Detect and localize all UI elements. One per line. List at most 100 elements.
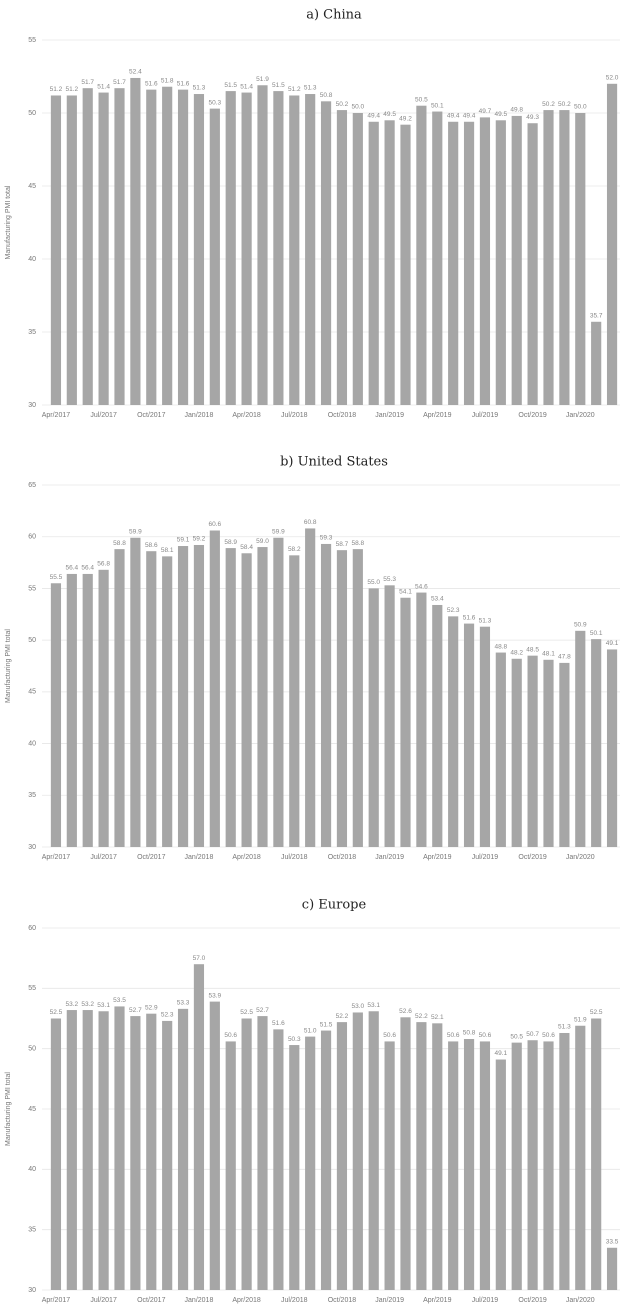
value-label: 52.5 xyxy=(50,1009,63,1016)
bar xyxy=(273,537,284,847)
x-tick-label: Oct/2017 xyxy=(137,1297,166,1304)
y-tick-label: 45 xyxy=(28,183,36,190)
value-label: 51.6 xyxy=(177,80,190,87)
value-label: 52.2 xyxy=(336,1013,349,1020)
chart-title: b) United States xyxy=(280,455,388,470)
bar xyxy=(146,89,157,405)
value-label: 50.1 xyxy=(590,630,603,637)
value-label: 53.2 xyxy=(66,1001,79,1008)
bar xyxy=(448,1041,459,1290)
value-label: 51.4 xyxy=(240,83,253,90)
bar xyxy=(225,1041,236,1290)
value-label: 51.8 xyxy=(161,77,174,84)
value-label: 48.2 xyxy=(510,649,523,656)
bar xyxy=(241,553,252,847)
bar xyxy=(352,113,363,405)
bar xyxy=(575,630,586,847)
y-tick-label: 40 xyxy=(28,256,36,263)
value-label: 51.5 xyxy=(320,1021,333,1028)
value-label: 55.0 xyxy=(367,579,380,586)
value-label: 59.2 xyxy=(193,536,206,543)
x-tick-label: Apr/2017 xyxy=(42,412,71,419)
bar xyxy=(511,658,522,847)
value-label: 48.5 xyxy=(526,646,539,653)
value-label: 52.2 xyxy=(415,1013,428,1020)
x-tick-label: Jan/2020 xyxy=(566,412,595,419)
bar xyxy=(352,549,363,847)
bar xyxy=(527,1040,538,1290)
value-label: 51.3 xyxy=(193,85,206,92)
x-tick-label: Apr/2018 xyxy=(232,854,261,861)
value-label: 60.8 xyxy=(304,519,317,526)
value-label: 53.1 xyxy=(367,1002,380,1009)
bar xyxy=(193,544,205,847)
chart-title: c) Europe xyxy=(302,898,367,913)
bar xyxy=(320,101,332,405)
x-tick-label: Jul/2017 xyxy=(90,854,117,861)
value-label: 58.4 xyxy=(240,544,253,551)
value-label: 53.9 xyxy=(209,992,222,999)
value-label: 52.7 xyxy=(256,1007,269,1014)
bar xyxy=(289,1045,300,1290)
bar xyxy=(575,113,586,405)
value-label: 59.9 xyxy=(129,528,142,535)
value-label: 51.6 xyxy=(272,1020,285,1027)
bar xyxy=(289,555,300,847)
value-label: 51.5 xyxy=(272,82,285,89)
x-tick-label: Apr/2019 xyxy=(423,854,452,861)
x-tick-label: Jul/2019 xyxy=(472,1297,499,1304)
bar xyxy=(209,108,220,406)
x-tick-label: Jan/2020 xyxy=(566,854,595,861)
value-label: 50.2 xyxy=(558,101,571,108)
value-label: 56.4 xyxy=(66,565,79,572)
value-label: 49.3 xyxy=(526,114,539,121)
bar xyxy=(225,91,236,405)
bar xyxy=(305,528,316,847)
bar xyxy=(193,964,205,1290)
value-label: 50.7 xyxy=(526,1031,539,1038)
x-tick-label: Apr/2017 xyxy=(42,854,71,861)
bar xyxy=(320,543,332,847)
value-label: 51.7 xyxy=(113,79,126,86)
value-label: 50.8 xyxy=(320,92,333,99)
bar xyxy=(66,1010,77,1290)
bar xyxy=(463,1039,475,1290)
value-label: 56.4 xyxy=(81,565,94,572)
bar xyxy=(432,604,443,847)
bar xyxy=(50,95,62,405)
bar xyxy=(241,92,252,405)
value-label: 50.6 xyxy=(224,1032,237,1039)
value-label: 51.9 xyxy=(574,1016,587,1023)
y-axis-label: Manufacturing PMI total xyxy=(5,185,12,259)
value-label: 58.2 xyxy=(288,546,301,553)
y-tick-label: 50 xyxy=(28,637,36,644)
bar xyxy=(130,537,141,847)
bar xyxy=(606,83,618,406)
value-label: 51.4 xyxy=(97,83,110,90)
bar xyxy=(146,551,157,847)
bar xyxy=(400,597,411,847)
bar xyxy=(384,585,395,847)
bar xyxy=(257,85,268,405)
bar xyxy=(130,1016,141,1290)
bar xyxy=(495,1059,506,1290)
value-label: 60.6 xyxy=(209,521,222,528)
y-tick-label: 35 xyxy=(28,329,36,336)
x-tick-label: Jul/2019 xyxy=(472,412,499,419)
value-label: 55.5 xyxy=(50,574,63,581)
x-tick-label: Jul/2017 xyxy=(90,412,117,419)
value-label: 51.2 xyxy=(66,86,79,93)
value-label: 50.9 xyxy=(574,622,587,629)
y-tick-label: 55 xyxy=(28,37,36,44)
y-tick-label: 40 xyxy=(28,740,36,747)
value-label: 54.6 xyxy=(415,583,428,590)
bar xyxy=(177,546,189,847)
x-tick-label: Jan/2018 xyxy=(185,854,214,861)
value-label: 50.3 xyxy=(209,99,222,106)
bar xyxy=(432,1023,443,1290)
y-tick-label: 50 xyxy=(28,110,36,117)
bar xyxy=(98,569,109,847)
value-label: 51.5 xyxy=(224,82,237,89)
y-axis-label: Manufacturing PMI total xyxy=(5,629,12,703)
value-label: 50.1 xyxy=(431,102,444,109)
